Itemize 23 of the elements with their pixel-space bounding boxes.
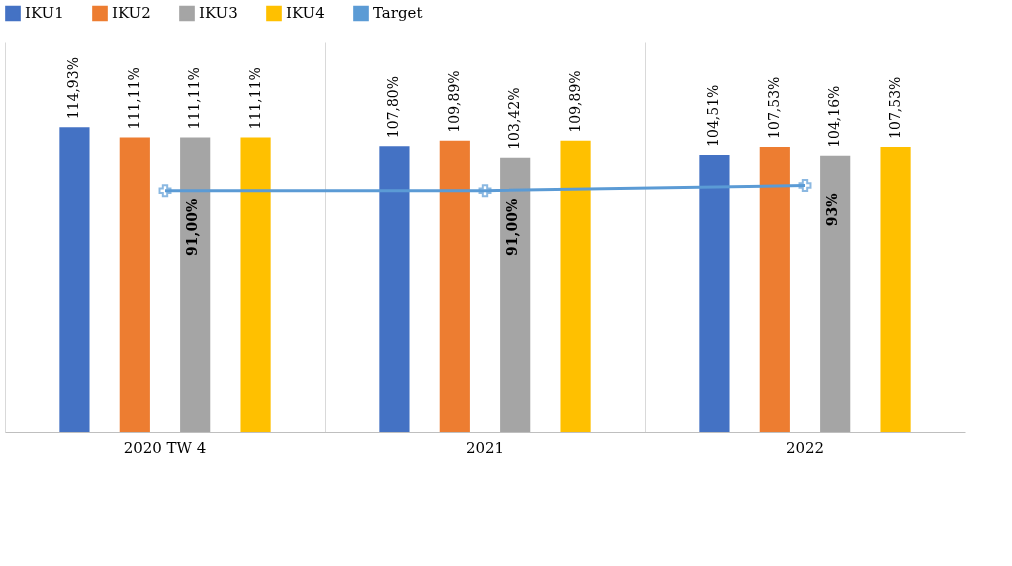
data-label: 91,00%	[184, 198, 200, 256]
x-tick-label: 2021	[465, 438, 505, 457]
data-label: 107,53%	[886, 76, 903, 139]
legend-label: IKU4	[286, 4, 325, 23]
legend-label: Target	[373, 4, 423, 23]
data-label: 103,42%	[506, 87, 523, 150]
data-label: 107,53%	[765, 76, 782, 139]
data-label: 114,93%	[65, 57, 82, 120]
legend-label: IKU3	[199, 4, 238, 23]
data-label: 111,11%	[246, 67, 263, 130]
x-tick-label: 2022	[785, 438, 825, 457]
data-label: 104,16%	[826, 85, 843, 148]
data-label: 111,11%	[125, 67, 142, 130]
legend-label: IKU2	[112, 4, 151, 23]
data-label: 109,89%	[445, 70, 462, 133]
data-label: 104,51%	[705, 84, 722, 147]
x-tick-label: 2020 TW 4	[123, 438, 207, 457]
data-label: 107,80%	[385, 75, 402, 139]
data-label: 91,00%	[504, 198, 520, 256]
data-label: 111,11%	[186, 67, 203, 130]
data-label: 93%	[824, 193, 840, 227]
data-label: 109,89%	[566, 70, 583, 133]
legend-label: IKU1	[25, 4, 64, 23]
